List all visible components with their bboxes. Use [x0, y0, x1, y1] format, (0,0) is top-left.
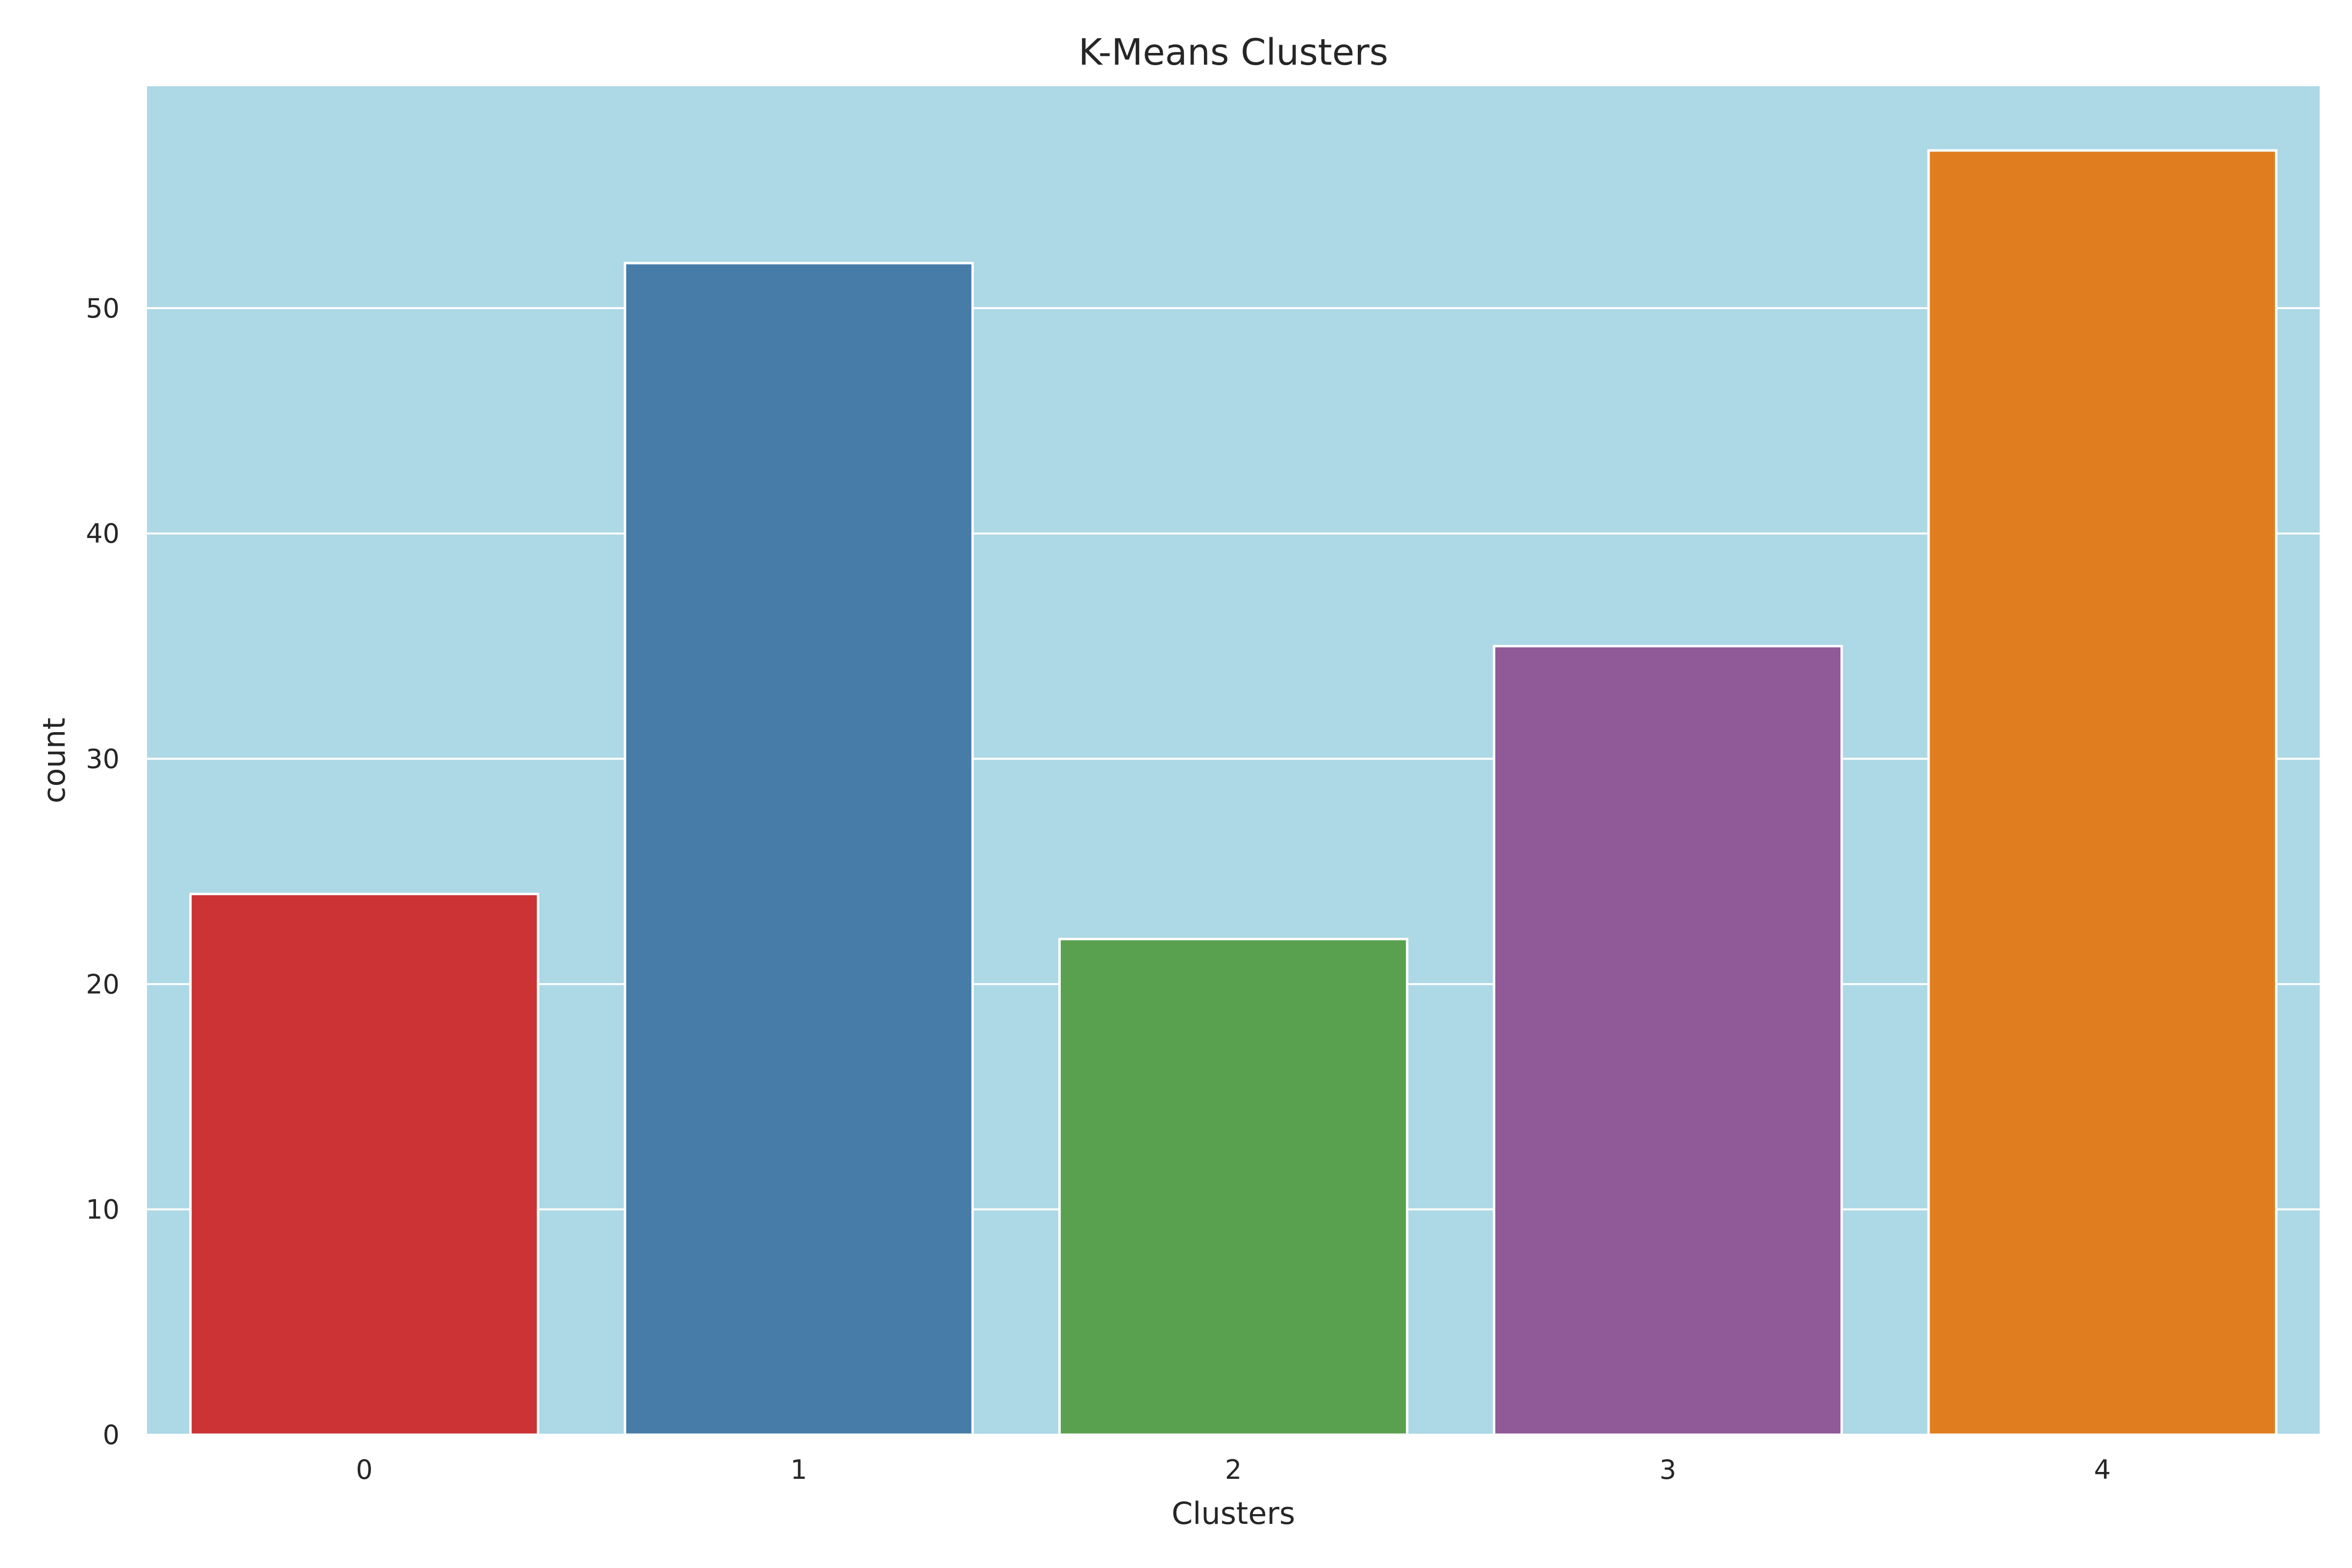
y-tick-label: 10 — [86, 1194, 120, 1225]
bar-cluster-1 — [623, 262, 974, 1436]
bar-cluster-0 — [189, 892, 539, 1436]
y-tick-label: 30 — [86, 744, 120, 775]
bars — [189, 149, 2278, 1436]
x-tick-label: 3 — [1660, 1454, 1676, 1485]
x-axis-label: Clusters — [1172, 1495, 1295, 1531]
y-tick-label: 40 — [86, 518, 120, 549]
bar-cluster-4 — [1927, 149, 2278, 1436]
x-tick-label: 0 — [356, 1454, 372, 1485]
y-tick-label: 20 — [86, 969, 120, 1000]
x-tick-label: 1 — [790, 1454, 807, 1485]
y-tick-label: 0 — [103, 1420, 120, 1450]
bar-cluster-3 — [1493, 645, 1843, 1436]
x-tick-labels: 0 1 2 3 4 — [356, 1454, 2111, 1485]
x-tick-label: 2 — [1225, 1454, 1242, 1485]
bar-cluster-2 — [1058, 937, 1409, 1436]
y-axis-label: count — [36, 718, 72, 804]
y-tick-label: 50 — [86, 293, 120, 324]
y-tick-labels: 0 10 20 30 40 50 — [86, 293, 120, 1450]
chart-title: K-Means Clusters — [1078, 31, 1388, 74]
x-tick-label: 4 — [2094, 1454, 2110, 1485]
